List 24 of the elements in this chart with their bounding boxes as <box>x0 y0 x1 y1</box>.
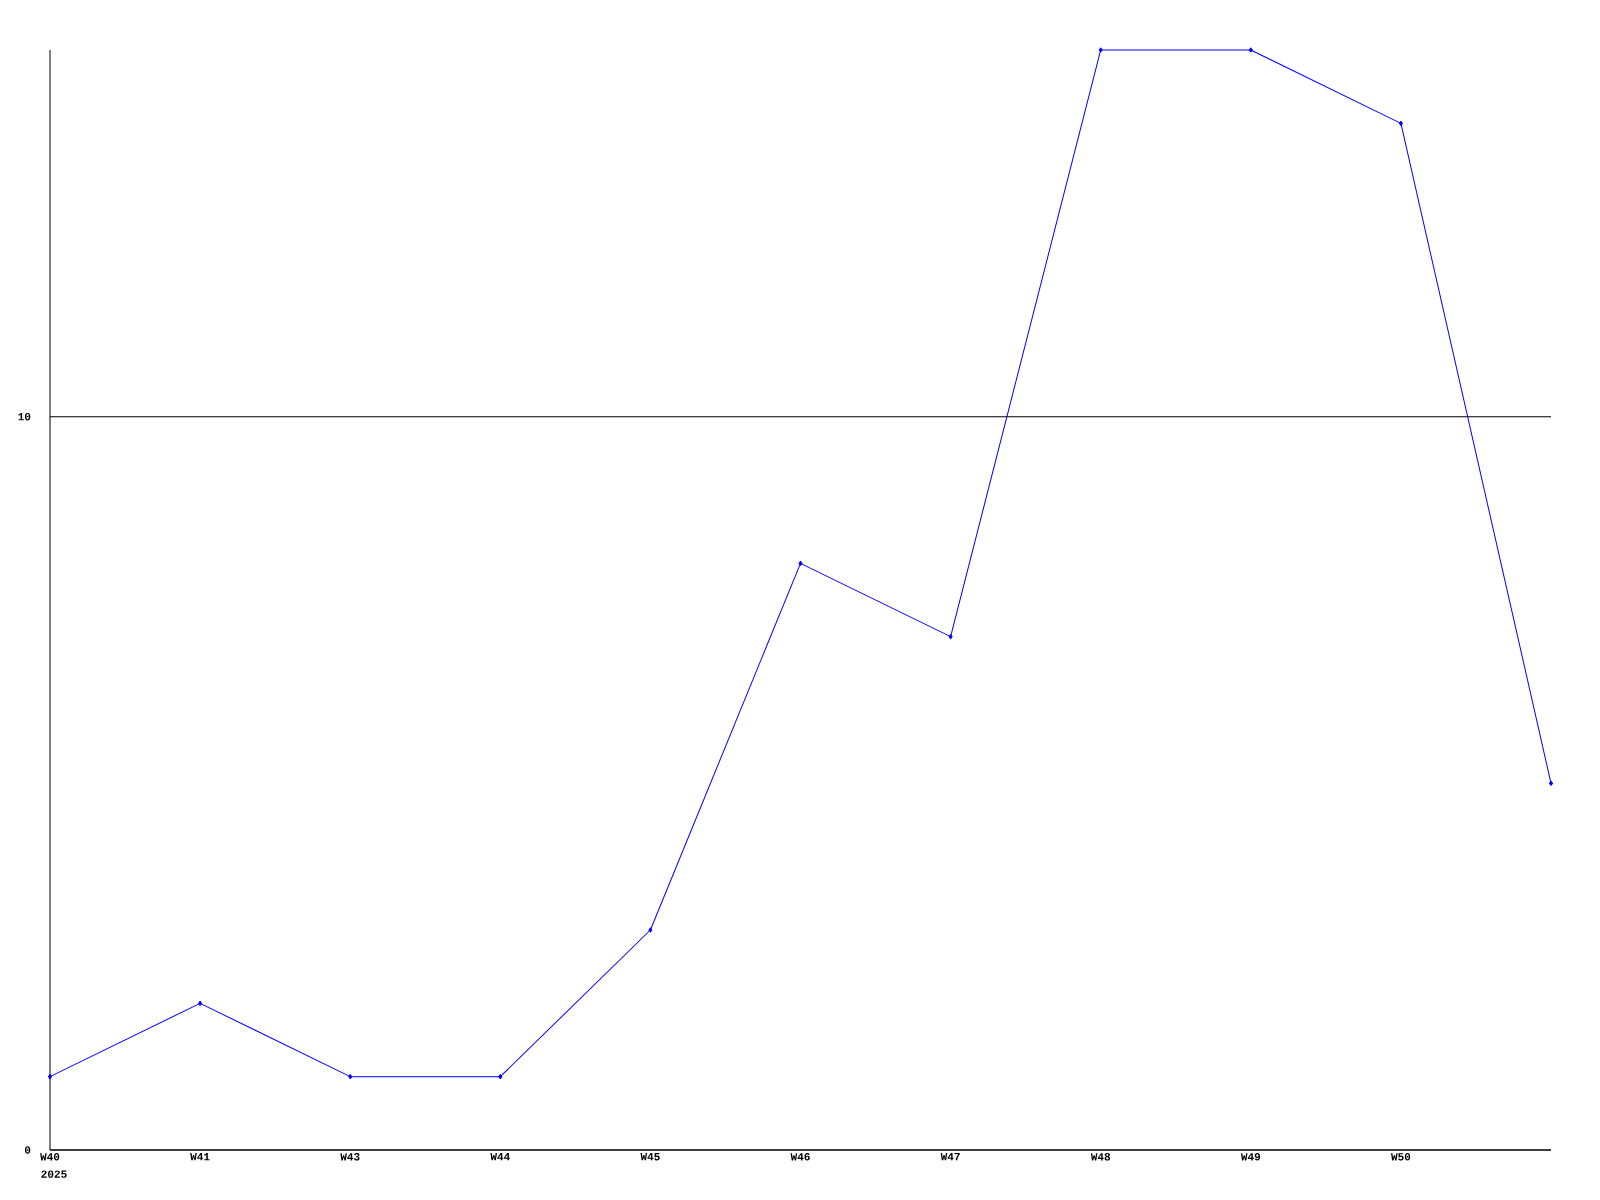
point <box>348 1074 353 1080</box>
point <box>1549 780 1554 786</box>
y-tick-label: 0 <box>24 1146 31 1154</box>
x-tick-label: W40 <box>40 1153 60 1161</box>
x-tick-label: W50 <box>1391 1153 1411 1161</box>
point <box>948 634 953 640</box>
x-tick-label: W47 <box>940 1153 960 1161</box>
point <box>1098 47 1103 53</box>
point <box>798 560 803 566</box>
x-tick-label: W41 <box>190 1153 210 1161</box>
point <box>48 1074 52 1080</box>
x-tick-label: W44 <box>490 1153 510 1161</box>
x-tick-label: W49 <box>1240 1153 1261 1161</box>
point <box>198 1000 203 1006</box>
text: 2025 <box>41 1170 67 1178</box>
point <box>1398 120 1403 126</box>
x-tick-label: W46 <box>790 1153 810 1161</box>
x-tick-label: W48 <box>1090 1153 1111 1161</box>
x-tick-label: W45 <box>640 1153 660 1161</box>
point <box>498 1074 503 1080</box>
y-tick-label: 10 <box>18 412 31 421</box>
point <box>1248 47 1253 53</box>
x-tick-label: W43 <box>340 1153 360 1161</box>
point <box>648 927 653 933</box>
